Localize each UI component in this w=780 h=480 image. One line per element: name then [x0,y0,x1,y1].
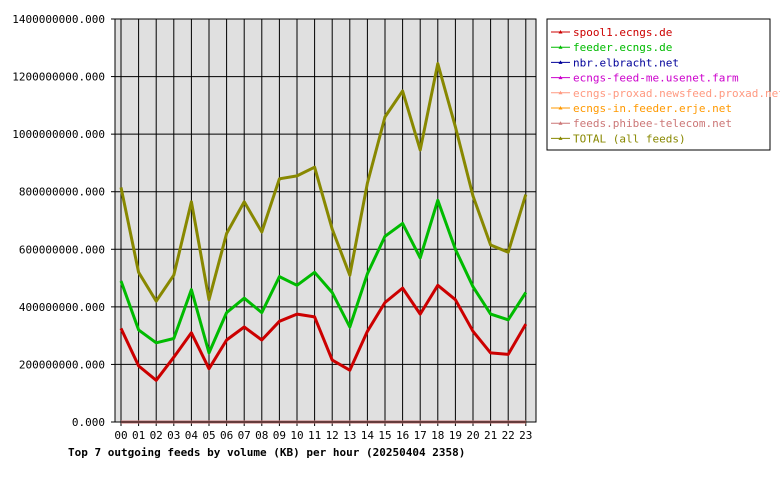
legend-label: ecngs-proxad.newsfeed.proxad.net [573,87,780,100]
y-tick-labels: 0.000 200000000.000 400000000.000 600000000… [12,13,105,429]
x-tick-labels: 00 01 02 03 04 05 06 07 08 09 10 11 12 13 14 15 16 17 18 19… [114,429,532,442]
legend-label: nbr.elbracht.net [573,56,679,69]
x-tick-label: 02 [150,429,163,442]
legend-label: ecngs-feed-me.usenet.farm [573,72,739,85]
legend-label: feeder.ecngs.de [573,41,672,54]
legend-marker [558,136,563,140]
chart-title: Top 7 outgoing feeds by volume (KB) per … [68,446,465,459]
x-tick-label: 16 [396,429,409,442]
x-tick-label: 21 [484,429,497,442]
legend-marker [558,106,563,110]
legend-label: TOTAL (all feeds) [573,132,686,145]
legend-marker [558,60,563,64]
legend-marker [558,121,563,125]
x-tick-label: 00 [114,429,127,442]
series-line [119,198,528,355]
legend-marker [558,30,563,34]
x-tick-label: 04 [185,429,199,442]
y-tick-label: 1000000000.000 [12,128,105,141]
grid-lines [111,18,536,426]
legend-label: feeds.phibee-telecom.net [573,117,732,130]
plot-frame [114,18,537,423]
series-line [119,62,528,303]
x-tick-label: 23 [519,429,532,442]
x-tick-label: 11 [308,429,321,442]
legend: spool1.ecngs.de feeder.ecngs.de nbr.elbrac… [546,18,780,151]
legend-marker [558,90,563,95]
legend-marker [558,75,563,80]
plot-background [115,19,536,422]
series-line [119,283,528,382]
x-tick-label: 09 [273,429,286,442]
y-tick-label: 1200000000.000 [12,71,105,84]
y-tick-label: 1400000000.000 [12,13,105,26]
legend-label: ecngs-in.feeder.erje.net [573,102,732,115]
x-tick-label: 22 [502,429,515,442]
y-tick-label: 800000000.000 [19,186,105,199]
x-tick-label: 17 [414,429,427,442]
x-tick-label: 10 [290,429,303,442]
x-tick-label: 13 [343,429,356,442]
x-tick-label: 05 [202,429,215,442]
legend-marker [558,45,563,49]
x-tick-label: 06 [220,429,233,442]
x-tick-label: 18 [431,429,444,442]
y-tick-label: 600000000.000 [19,243,105,256]
x-tick-label: 03 [167,429,180,442]
legend-box [546,18,771,151]
x-tick-label: 14 [361,429,375,442]
x-tick-label: 20 [466,429,479,442]
x-tick-label: 15 [378,429,391,442]
x-tick-label: 08 [255,429,268,442]
legend-label: spool1.ecngs.de [573,26,672,39]
y-tick-label: 200000000.000 [19,358,105,371]
x-tick-label: 12 [326,429,339,442]
y-tick-label: 400000000.000 [19,301,105,314]
x-tick-label: 19 [449,429,462,442]
y-tick-label: 0.000 [72,416,105,429]
x-tick-label: 01 [132,429,145,442]
x-tick-label: 07 [238,429,251,442]
